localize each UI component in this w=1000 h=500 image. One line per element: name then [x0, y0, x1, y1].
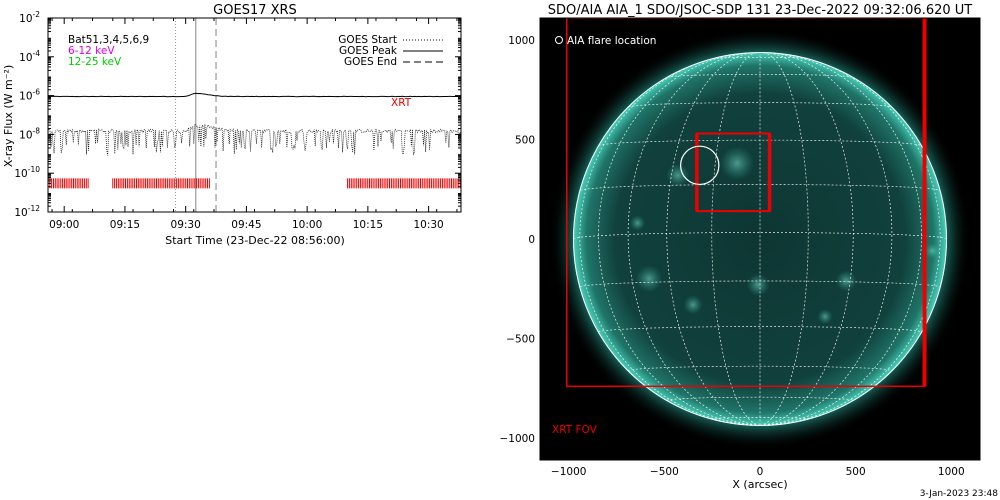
heliographic-grid: [572, 51, 948, 427]
xrt-coverage-segment: [48, 178, 89, 189]
legend-6-12kev: 6-12 keV: [68, 45, 115, 57]
y-tick-label: 10-4: [19, 49, 40, 64]
active-region-glow: [629, 215, 646, 231]
longitude-line: [759, 52, 809, 426]
active-region-glow: [666, 163, 690, 187]
aia-axes: −1000 −500 0 500 1000 −1000 −500 0 500 1000: [499, 18, 980, 478]
aia-y-tick-label: 1000: [508, 35, 535, 47]
longitude-line: [759, 52, 922, 426]
xrt-coverage-segment: [347, 178, 461, 189]
latitude-line: [598, 326, 922, 333]
xrt-fov-label: XRT FOV: [552, 424, 598, 436]
latitude-line: [627, 365, 893, 371]
sun-layer: [549, 28, 971, 450]
x-tick-label: 10:00: [292, 219, 322, 231]
x-tick-label: 09:30: [171, 219, 201, 231]
active-region-glow: [835, 270, 857, 292]
longitude-line: [627, 52, 761, 426]
aia-x-tick-label: 500: [846, 466, 866, 478]
x-tick-label: 10:30: [413, 219, 443, 231]
active-region-glow: [719, 146, 755, 181]
x-tick-label: 10:15: [353, 219, 383, 231]
aia-image-panel: SDO/AIA AIA_1 SDO/JSOC-SDP 131 23-Dec-20…: [499, 3, 981, 491]
xrt-label: XRT: [391, 97, 412, 109]
legend-flare-location: AIA flare location: [567, 35, 656, 47]
longitude-line: [759, 52, 893, 426]
active-region-glow: [683, 295, 703, 315]
longitude-line: [759, 53, 941, 426]
y-axis-label: X-ray Flux (W m⁻²): [2, 65, 15, 167]
active-region-glow: [817, 308, 833, 325]
aia-x-tick-label: 1000: [938, 466, 965, 478]
legend-circle-icon: [555, 36, 563, 44]
aia-y-tick-label: −1000: [499, 433, 535, 445]
goes-long-channel: [48, 92, 461, 98]
aia-y-tick-label: 0: [528, 234, 535, 246]
xrt-coverage-segment: [112, 178, 210, 189]
legend-goes-start: GOES Start: [338, 34, 397, 46]
y-tick-label: 10-2: [19, 10, 40, 25]
aia-x-axis-label: X (arcsec): [732, 478, 787, 491]
aia-title: SDO/AIA AIA_1 SDO/JSOC-SDP 131 23-Dec-20…: [548, 3, 973, 18]
goes-short-channel: [48, 123, 461, 156]
goes-axes: 09:00 09:15 09:30 09:45 10:00 10:15 10:30 10-12…: [14, 10, 461, 231]
longitude-line: [579, 53, 761, 426]
legend-goes-peak: GOES Peak: [339, 45, 398, 57]
footer-timestamp: 3-Jan-2023 23:48: [920, 489, 999, 499]
y-tick-label: 10-8: [19, 126, 40, 141]
active-region-glow: [924, 243, 940, 259]
goes-xrs-chart: GOES17 XRS 09:00 09:15 09:30 09:45 10:00 10:1…: [2, 3, 462, 247]
y-tick-label: 10-10: [14, 165, 40, 180]
flare-location-circle: [680, 145, 720, 186]
x-tick-label: 09:00: [49, 219, 79, 231]
chart-title: GOES17 XRS: [213, 3, 297, 18]
latitude-line: [628, 102, 892, 108]
active-region-glow: [746, 273, 770, 297]
x-tick-label: 09:15: [110, 219, 140, 231]
aia-x-tick-label: −500: [650, 466, 679, 478]
aia-y-tick-label: −500: [506, 334, 535, 346]
solar-disk: [573, 52, 947, 426]
longitude-line: [711, 52, 761, 426]
legend-goes-end: GOES End: [344, 56, 397, 68]
y-tick-label: 10-12: [14, 204, 40, 219]
latitude-line: [712, 56, 808, 60]
longitude-line: [598, 52, 761, 426]
legend-12-25kev: 12-25 keV: [68, 56, 122, 68]
active-region-glow: [635, 265, 663, 293]
latitude-line: [573, 232, 947, 240]
latitude-line: [666, 73, 854, 78]
goes-data-layer: [48, 18, 461, 212]
aia-overlays: [566, 18, 927, 388]
legend-instrument: Bat51,3,4,5,6,9: [68, 34, 149, 46]
aia-y-tick-label: 500: [515, 134, 535, 146]
aia-x-tick-label: 0: [757, 466, 764, 478]
x-tick-label: 09:45: [231, 219, 261, 231]
aia-x-tick-label: −1000: [551, 466, 587, 478]
x-axis-label: Start Time (23-Dec-22 08:56:00): [165, 234, 345, 247]
y-tick-label: 10-6: [19, 88, 40, 103]
solar-limb: [572, 51, 948, 427]
